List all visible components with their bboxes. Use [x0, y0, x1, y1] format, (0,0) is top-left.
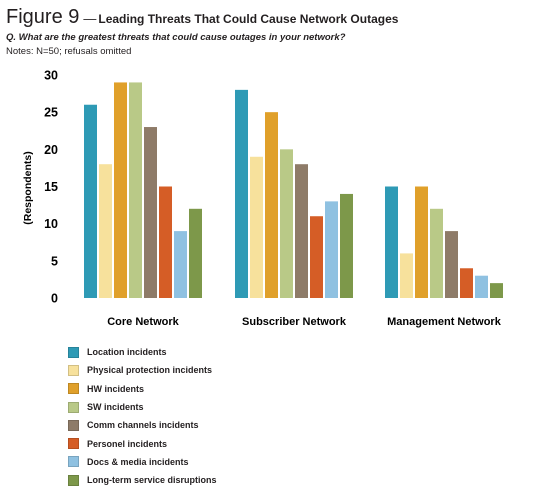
- bar-core-network-physical-protection-incidents: [99, 164, 112, 298]
- legend-item: HW incidents: [68, 380, 217, 398]
- y-tick-label: 30: [44, 69, 58, 83]
- legend-swatch: [68, 474, 79, 486]
- legend-item: Location incidents: [68, 343, 217, 361]
- y-tick-label: 15: [44, 180, 58, 194]
- legend-label: SW incidents: [87, 402, 144, 413]
- y-axis-ticks: 0 5 10 15 20 25 30: [44, 69, 58, 306]
- bar-subscriber-network-hw-incidents: [265, 112, 278, 299]
- bar-subscriber-network-docs-media-incidents: [325, 201, 338, 298]
- legend-swatch: [68, 383, 79, 395]
- legend-label: Comm channels incidents: [87, 420, 199, 431]
- y-tick-label: 5: [51, 254, 58, 268]
- legend-item: Long-term service disruptions: [68, 471, 217, 489]
- legend-item: SW incidents: [68, 398, 217, 416]
- survey-question: Q. What are the greatest threats that co…: [6, 32, 346, 43]
- bar-chart: 0 5 10 15 20 25 30 Core Network Subscriber Netw…: [22, 69, 503, 328]
- x-category-label: Subscriber Network: [242, 316, 347, 328]
- legend-label: Personel incidents: [87, 438, 168, 449]
- figure-notes: Notes: N=50; refusals omitted: [6, 46, 132, 57]
- legend-swatch: [68, 364, 79, 376]
- figure-title-row: Figure 9— Leading Threats That Could Caus…: [6, 6, 398, 29]
- bar-subscriber-network-personel-incidents: [310, 216, 323, 298]
- bar-management-network-long-term-service-disruptions: [490, 283, 503, 298]
- bar-core-network-comm-channels-incidents: [144, 127, 157, 299]
- bar-core-network-personel-incidents: [159, 186, 172, 298]
- x-category-label: Core Network: [107, 316, 179, 328]
- legend-swatch: [68, 346, 79, 358]
- x-axis-categories: Core Network Subscriber Network Management…: [107, 316, 501, 328]
- legend-item: Physical protection incidents: [68, 361, 217, 379]
- bar-core-network-hw-incidents: [114, 82, 127, 298]
- legend-label: HW incidents: [87, 383, 145, 394]
- legend-item: Docs & media incidents: [68, 453, 217, 471]
- legend-label: Physical protection incidents: [87, 365, 213, 376]
- y-axis-label: (Respondents): [22, 151, 34, 225]
- legend-item: Comm channels incidents: [68, 416, 217, 434]
- legend-label: Location incidents: [87, 347, 167, 358]
- bar-subscriber-network-physical-protection-incidents: [250, 156, 263, 298]
- bar-management-network-personel-incidents: [460, 268, 473, 298]
- bars-layer: [84, 82, 503, 299]
- bar-management-network-docs-media-incidents: [475, 275, 488, 298]
- bar-core-network-sw-incidents: [129, 82, 142, 298]
- chart-legend: Location incidents Physical protection in…: [68, 343, 217, 489]
- bar-core-network-long-term-service-disruptions: [189, 208, 202, 298]
- y-tick-label: 20: [44, 143, 58, 157]
- legend-label: Long-term service disruptions: [87, 475, 217, 486]
- figure-label: Figure 9: [6, 6, 80, 28]
- x-category-label: Management Network: [387, 316, 502, 328]
- y-tick-label: 0: [51, 292, 58, 306]
- bar-management-network-comm-channels-incidents: [445, 231, 458, 298]
- legend-swatch: [68, 419, 79, 431]
- legend-label: Docs & media incidents: [87, 456, 189, 467]
- y-tick-label: 25: [44, 106, 58, 120]
- legend-swatch: [68, 401, 79, 413]
- bar-core-network-location-incidents: [84, 104, 97, 298]
- bar-management-network-sw-incidents: [430, 208, 443, 298]
- figure-title: Leading Threats That Could Cause Network…: [98, 12, 399, 26]
- bar-management-network-physical-protection-incidents: [400, 253, 413, 298]
- bar-subscriber-network-sw-incidents: [280, 149, 293, 298]
- y-tick-label: 10: [44, 217, 58, 231]
- bar-management-network-hw-incidents: [415, 186, 428, 298]
- bar-subscriber-network-comm-channels-incidents: [295, 164, 308, 298]
- legend-swatch: [68, 438, 79, 450]
- bar-subscriber-network-long-term-service-disruptions: [340, 193, 353, 298]
- legend-item: Personel incidents: [68, 434, 217, 452]
- bar-management-network-location-incidents: [385, 186, 398, 298]
- bar-core-network-docs-media-incidents: [174, 231, 187, 298]
- legend-swatch: [68, 456, 79, 468]
- bar-subscriber-network-location-incidents: [235, 89, 248, 298]
- title-dash: —: [83, 11, 97, 26]
